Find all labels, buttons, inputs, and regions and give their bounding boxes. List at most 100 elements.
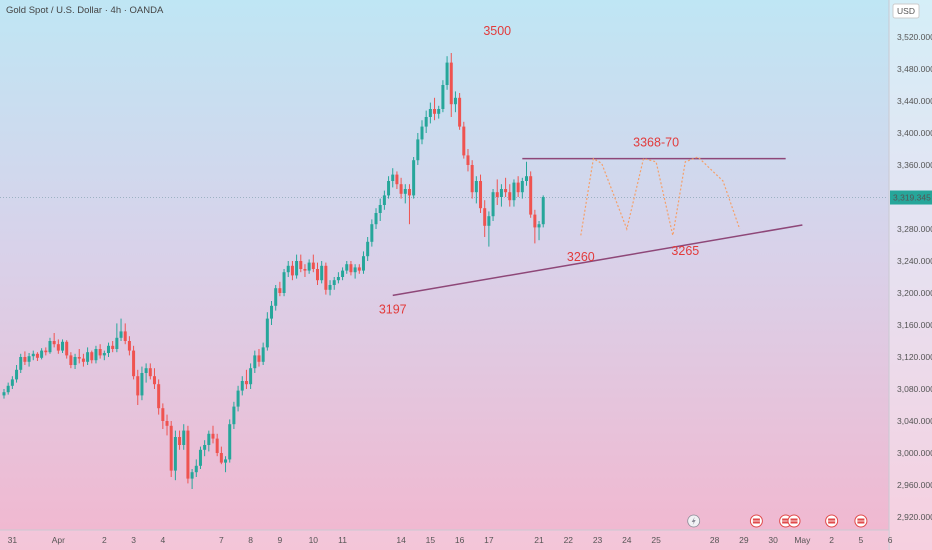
x-tick-label: 29 — [739, 535, 749, 545]
candle-body — [253, 355, 257, 369]
candle-body — [316, 269, 319, 281]
candle — [244, 369, 248, 389]
candle — [412, 157, 416, 199]
candle — [194, 459, 198, 477]
candle — [215, 433, 219, 457]
currency-button[interactable]: USD — [892, 3, 920, 19]
candle-body — [274, 288, 278, 306]
y-tick-label: 3,440.000 — [897, 96, 932, 106]
candle-body — [533, 214, 537, 228]
candle-body — [157, 384, 161, 409]
flag-event-icon[interactable] — [825, 514, 839, 528]
candle-body — [441, 85, 445, 109]
flag-event-icon[interactable] — [787, 514, 801, 528]
candle-body — [127, 341, 131, 351]
y-tick-label: 3,080.000 — [897, 384, 932, 394]
candle — [77, 349, 81, 364]
candle-body — [190, 472, 194, 479]
drawings[interactable] — [392, 156, 803, 297]
candle — [399, 177, 403, 199]
candle — [31, 350, 35, 361]
candle — [541, 195, 545, 228]
candle — [56, 339, 60, 354]
price-annotation: 3197 — [379, 302, 407, 316]
candle-body — [186, 430, 190, 479]
candle — [107, 342, 110, 357]
candle-body — [512, 182, 516, 201]
y-tick-label: 3,040.000 — [897, 416, 932, 426]
candle-body — [370, 224, 374, 242]
candle-body — [449, 62, 453, 105]
candle-body — [265, 318, 269, 348]
candle-body — [240, 381, 244, 391]
candle — [495, 179, 499, 205]
y-tick-label: 3,120.000 — [897, 352, 932, 362]
candle-body — [303, 269, 307, 271]
x-tick-label: 8 — [248, 535, 253, 545]
candle — [361, 251, 365, 274]
candle — [516, 176, 520, 197]
candle-body — [35, 353, 39, 358]
projection-path[interactable] — [580, 156, 741, 236]
candle — [282, 269, 286, 297]
candle-body — [69, 355, 73, 365]
candle — [445, 56, 449, 90]
candle-body — [86, 352, 90, 362]
candle — [261, 342, 265, 365]
candle-body — [178, 437, 182, 445]
candle — [35, 352, 39, 361]
x-tick-label: Apr — [52, 535, 65, 545]
x-tick-label: 5 — [859, 535, 864, 545]
x-tick-label: 7 — [219, 535, 224, 545]
candle-body — [136, 376, 140, 396]
x-tick-label: 10 — [309, 535, 319, 545]
candle — [132, 345, 136, 380]
candle — [345, 261, 349, 274]
flag-event-icon[interactable] — [854, 514, 868, 528]
y-tick-label: 3,400.000 — [897, 128, 932, 138]
candle — [474, 176, 478, 204]
candle — [19, 353, 23, 373]
candle — [458, 93, 462, 130]
candle-body — [228, 424, 232, 460]
candle-body — [244, 381, 248, 385]
candle-body — [286, 265, 290, 273]
candle-body — [437, 109, 441, 114]
support-trendline[interactable] — [392, 224, 803, 297]
candle — [299, 254, 303, 273]
candle-body — [257, 355, 261, 362]
candle — [437, 105, 441, 119]
last-price-tag — [890, 190, 932, 205]
flag-event-icon[interactable] — [749, 514, 763, 528]
candle-body — [165, 421, 169, 426]
candle-body — [232, 406, 236, 425]
candle-body — [499, 189, 503, 197]
candle — [6, 382, 10, 395]
candle — [257, 349, 261, 367]
candle — [387, 176, 391, 199]
candle — [487, 211, 491, 247]
candle-body — [420, 126, 424, 140]
price-annotation: 3368-70 — [633, 136, 679, 150]
candle-body — [332, 280, 336, 285]
y-tick-label: 3,520.000 — [897, 32, 932, 42]
candle-body — [483, 208, 487, 226]
candle-body — [320, 265, 324, 281]
lightning-icon[interactable] — [687, 514, 701, 528]
candle-body — [31, 353, 35, 357]
candle — [15, 365, 19, 383]
candle — [86, 347, 90, 365]
candle — [341, 267, 345, 281]
candle — [190, 469, 194, 489]
candle-body — [270, 305, 274, 319]
candle-body — [495, 192, 499, 197]
candle-body — [403, 189, 407, 194]
candle — [533, 209, 537, 244]
candle — [382, 190, 386, 210]
candle — [311, 254, 315, 273]
candle-body — [173, 437, 177, 471]
candle — [504, 177, 508, 197]
